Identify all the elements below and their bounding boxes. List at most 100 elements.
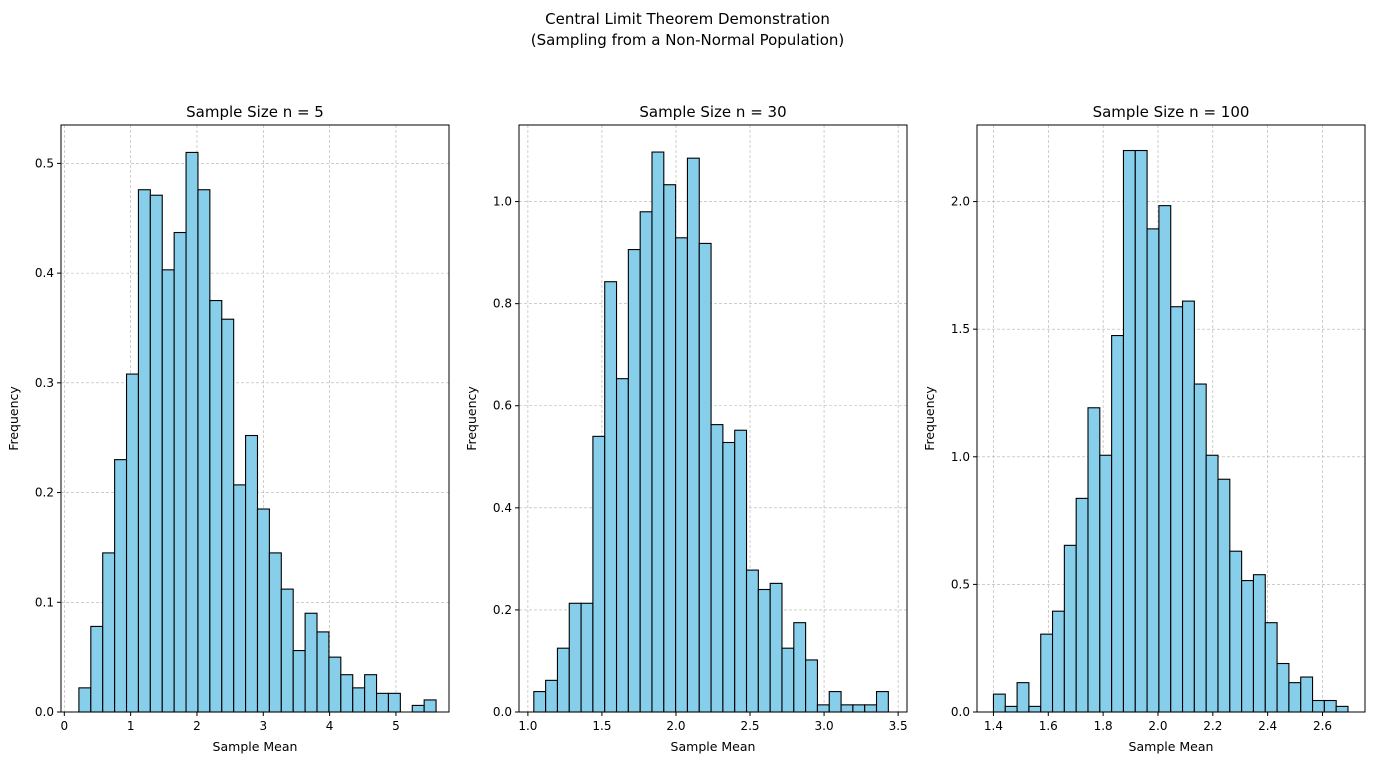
panel-2-bar-13 — [686, 157, 700, 713]
panel-3-x-axis-label: Sample Mean — [1129, 739, 1214, 754]
panel-3-bar-17 — [1193, 383, 1207, 713]
panel-1-x-axis-label: Sample Mean — [213, 739, 298, 754]
panel-3-bar-13 — [1146, 228, 1160, 713]
panel-3-bar-16 — [1181, 300, 1195, 713]
panel-3-frame — [976, 124, 1366, 713]
panel-1-bar-17 — [280, 588, 294, 713]
panel-2-xtick-label-3: 2.5 — [740, 719, 759, 733]
panel-2-bar-16 — [722, 441, 736, 713]
figure-title-line-2: (Sampling from a Non-Normal Population) — [530, 31, 845, 49]
panel-3-ytick-label-0: 0.0 — [951, 705, 970, 719]
panel-3-bar-5 — [1051, 610, 1065, 713]
panel-1-bar-6 — [149, 194, 163, 713]
panel-1-bar-16 — [268, 552, 282, 713]
panel-2-bar-21 — [781, 647, 795, 713]
panel-3-bar-18 — [1205, 454, 1219, 713]
panel-1-bar-15 — [256, 508, 270, 713]
panel-2-bar-22 — [793, 622, 807, 713]
panel-2-frame — [518, 124, 908, 713]
panel-1-bar-0 — [78, 687, 92, 713]
panel-1-xtick-label-2: 2 — [193, 719, 201, 733]
panel-2-bar-3 — [568, 602, 582, 713]
panel-2-ytick-label-3: 0.6 — [493, 399, 512, 413]
panel-2-x-axis-label: Sample Mean — [671, 739, 756, 754]
panel-2-ytick-label-1: 0.2 — [493, 603, 512, 617]
panel-3-bar-12 — [1134, 149, 1148, 713]
panel-2-bar-29 — [875, 691, 889, 713]
panel-2-bar-19 — [757, 588, 771, 713]
panel-1-xtick-label-4: 4 — [326, 719, 334, 733]
panel-1-bar-13 — [233, 484, 247, 713]
panel-3-title: Sample Size n = 100 — [1093, 103, 1250, 121]
panel-2-xtick-label-0: 1.0 — [518, 719, 537, 733]
panel-3-bar-25 — [1288, 682, 1302, 713]
panel-1-bar-25 — [375, 692, 389, 713]
panel-3-bar-11 — [1122, 149, 1136, 713]
panel-3-bar-21 — [1241, 580, 1255, 713]
panel-1-y-axis-label: Frequency — [6, 386, 21, 451]
panel-2-bar-5 — [592, 435, 606, 713]
panel-2-title: Sample Size n = 30 — [639, 103, 786, 121]
panel-2-bar-28 — [864, 704, 878, 713]
panel-3-bar-9 — [1099, 454, 1113, 713]
panel-3-bar-10 — [1111, 335, 1125, 713]
panel-1-ytick-label-4: 0.4 — [35, 266, 54, 280]
panel-3-bar-22 — [1252, 574, 1266, 713]
panel-2-y-axis-label: Frequency — [464, 386, 479, 451]
panel-3-ytick-label-1: 0.5 — [951, 577, 970, 591]
panel-1-bar-24 — [364, 674, 378, 713]
panel-3-bar-4 — [1040, 633, 1054, 713]
panel-2-bar-6 — [604, 281, 618, 713]
panel-1-bar-28 — [411, 704, 425, 713]
panel-1-bar-12 — [221, 318, 235, 713]
panel-2-xtick-label-4: 3.0 — [815, 719, 834, 733]
panel-1-xtick-label-0: 0 — [60, 719, 68, 733]
panel-3-bar-27 — [1311, 699, 1325, 713]
panel-1-bar-9 — [185, 151, 199, 713]
panel-2-bar-1 — [545, 679, 558, 713]
panel-1-ytick-label-0: 0.0 — [35, 705, 54, 719]
panel-1-bar-20 — [316, 631, 330, 713]
panel-3-bar-15 — [1170, 306, 1184, 713]
panel-2-bar-8 — [627, 248, 641, 713]
panel-2-bar-2 — [556, 647, 570, 713]
panel-1-bar-21 — [328, 656, 342, 713]
panel-1-ytick-label-5: 0.5 — [35, 156, 54, 170]
panel-1-bar-2 — [102, 552, 116, 713]
panel-1-bar-11 — [209, 300, 223, 713]
panel-3-xtick-label-5: 2.4 — [1258, 719, 1277, 733]
panel-3-bar-26 — [1300, 676, 1314, 713]
panel-1-bar-4 — [125, 373, 139, 713]
panel-1-bar-26 — [387, 692, 401, 713]
panel-1-bar-22 — [340, 674, 354, 713]
panel-3-xtick-label-3: 2.0 — [1148, 719, 1167, 733]
panel-2-ytick-label-0: 0.0 — [493, 705, 512, 719]
panel-3-xtick-label-4: 2.2 — [1203, 719, 1222, 733]
panel-1-bar-1 — [90, 625, 104, 713]
panel-2-xtick-label-1: 1.5 — [592, 719, 611, 733]
panel-3-bar-7 — [1075, 497, 1089, 713]
panel-1-bar-3 — [114, 459, 128, 713]
panel-3-bar-20 — [1229, 550, 1243, 713]
panel-2-bar-27 — [852, 704, 866, 713]
panel-2-bar-24 — [816, 704, 830, 713]
panel-1-bar-10 — [197, 189, 211, 713]
panel-2-ytick-label-2: 0.4 — [493, 501, 512, 515]
panel-1-bar-7 — [161, 269, 175, 713]
panel-2-bar-10 — [651, 151, 665, 713]
panel-1-xtick-label-5: 5 — [392, 719, 400, 733]
panel-1-ytick-label-3: 0.3 — [35, 376, 54, 390]
panel-3-xtick-label-2: 1.8 — [1094, 719, 1113, 733]
panel-3-bar-14 — [1158, 205, 1172, 713]
panel-2-xtick-label-2: 2.0 — [666, 719, 685, 733]
panel-1-title: Sample Size n = 5 — [186, 103, 324, 121]
panel-3-ytick-label-3: 1.5 — [951, 322, 970, 336]
panel-3-bar-1 — [1004, 705, 1018, 713]
panel-3-y-axis-label: Frequency — [922, 386, 937, 451]
panel-2-bar-20 — [769, 582, 783, 713]
panel-2-bar-4 — [580, 602, 594, 713]
panel-1-bar-18 — [292, 650, 306, 713]
panel-3-bar-24 — [1276, 662, 1290, 713]
panel-1-bar-23 — [352, 687, 366, 713]
panel-3-bar-8 — [1087, 407, 1101, 713]
